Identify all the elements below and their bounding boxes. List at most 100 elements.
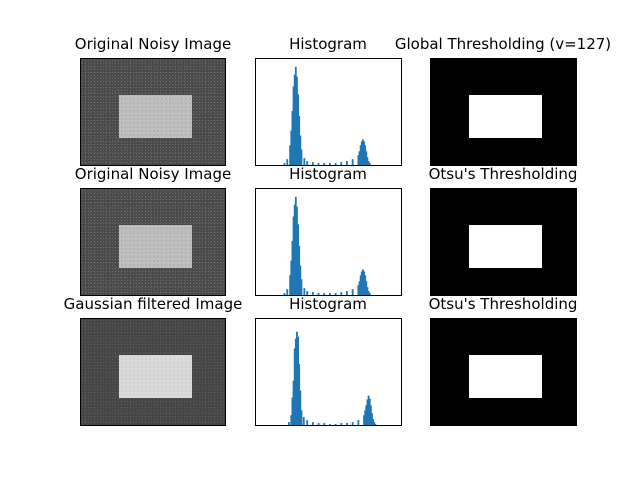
bright-rectangle [119, 95, 192, 138]
histogram-bar [323, 163, 326, 165]
histogram-bar [364, 410, 367, 425]
histogram-bar [367, 161, 370, 165]
histogram-bar [365, 405, 368, 425]
histogram-bar [357, 420, 360, 425]
histogram-bar [288, 422, 290, 425]
bright-rectangle [119, 225, 192, 268]
binary-image-2 [430, 188, 577, 296]
histogram-3 [255, 318, 402, 426]
histogram-bar [292, 216, 295, 295]
histogram-bar [362, 139, 364, 165]
histogram-bar [368, 293, 371, 295]
histogram-bar [372, 419, 375, 425]
histogram-bar [359, 145, 362, 165]
histogram-bar [297, 336, 299, 425]
histogram-bar [290, 260, 293, 295]
histogram-bar [360, 271, 363, 295]
histogram-bar [363, 415, 365, 425]
histogram-bar [293, 348, 296, 425]
histogram-bar [283, 163, 286, 165]
histogram-bar [291, 111, 294, 165]
histogram-bar [351, 159, 354, 165]
histogram-bar [367, 395, 370, 425]
histogram-bar [303, 288, 306, 295]
panel-title-noisy-2: Original Noisy Image [74, 165, 232, 183]
histogram-bar [363, 141, 365, 165]
histogram-bar [300, 149, 303, 165]
histogram-bar [317, 423, 320, 425]
histogram-bar [306, 420, 309, 425]
histogram-bar [291, 397, 294, 425]
histogram-bar [317, 163, 320, 165]
panel-title-otsu-2: Otsu's Thresholding [428, 295, 578, 313]
histogram-bar [290, 130, 293, 165]
histogram-bar [298, 364, 301, 425]
histogram-bar [283, 293, 286, 295]
panel-title-noisy-1: Original Noisy Image [74, 35, 232, 53]
histogram-bar [329, 293, 331, 295]
histogram-bar [362, 269, 364, 295]
histogram-bar [357, 155, 360, 165]
histogram-bar [300, 279, 303, 295]
histogram-bar [367, 291, 370, 295]
noisy-image-1 [80, 58, 226, 166]
histogram-bar [366, 157, 369, 165]
histogram-bar [299, 390, 302, 425]
white-rectangle [469, 355, 542, 398]
histogram-bar [358, 281, 361, 295]
histogram-bar [329, 424, 331, 425]
histogram-bar [351, 422, 354, 425]
histogram-bar [364, 145, 367, 165]
bright-rectangle [119, 355, 192, 398]
histogram-bar [298, 245, 301, 295]
histogram-bar [293, 204, 296, 295]
histogram-bar [286, 159, 289, 165]
histogram-bar [303, 158, 306, 165]
histogram-bar [299, 135, 302, 165]
histogram-bar [294, 66, 297, 165]
histogram-bar [366, 399, 369, 425]
histogram-bar [294, 338, 297, 425]
histogram-bar [346, 291, 348, 295]
histogram-bar [293, 74, 296, 165]
white-rectangle [469, 225, 542, 268]
histogram-bar [360, 141, 363, 165]
histogram-bar [351, 289, 354, 295]
histogram-bar [368, 163, 371, 165]
histogram-bar [306, 291, 309, 295]
histogram-1 [255, 58, 402, 166]
histogram-3-svg [288, 331, 377, 425]
histogram-bar [289, 145, 292, 165]
histogram-bar [300, 410, 303, 425]
histogram-bar [358, 151, 361, 165]
histogram-2-svg [283, 196, 371, 295]
binary-image-1 [430, 58, 577, 166]
histogram-bar [289, 275, 292, 295]
histogram-bar [371, 413, 373, 425]
histogram-bar [311, 162, 314, 165]
histogram-bar [365, 151, 368, 165]
histogram-bar [292, 86, 295, 165]
histogram-bar [317, 293, 320, 295]
histogram-1-svg [283, 66, 371, 165]
histogram-bar [346, 161, 348, 165]
histogram-bar [329, 163, 331, 165]
histogram-bar [368, 398, 371, 425]
white-rectangle [469, 95, 542, 138]
histogram-bar [296, 331, 298, 425]
binary-image-3 [430, 318, 577, 426]
histogram-bar [323, 423, 326, 425]
panel-title-histogram-1: Histogram [289, 35, 367, 53]
histogram-bar [302, 417, 305, 425]
histogram-bar [296, 76, 298, 165]
histogram-bar [294, 196, 297, 295]
histogram-bar [340, 162, 343, 165]
histogram-bar [306, 161, 309, 165]
histogram-bar [323, 293, 326, 295]
histogram-bar [297, 224, 299, 295]
histogram-bar [298, 115, 301, 165]
histogram-bar [291, 241, 294, 295]
histogram-bar [373, 422, 376, 425]
histogram-bar [334, 293, 337, 295]
histogram-bar [290, 415, 293, 425]
